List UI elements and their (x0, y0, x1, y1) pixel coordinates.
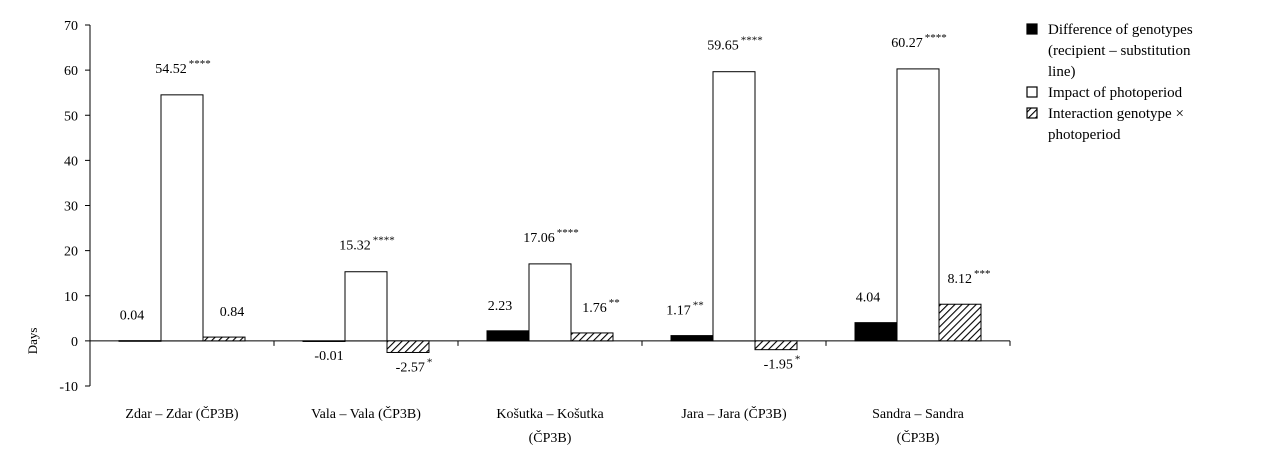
bar-series-1 (854, 322, 898, 342)
bars (118, 68, 982, 353)
x-category-label: Košutka – Košutka (496, 407, 604, 422)
x-category-label: Jara – Jara (ČP3B) (681, 405, 787, 422)
significance-mark: **** (373, 235, 395, 247)
bar-series-2 (344, 271, 388, 342)
data-label: 1.76 ** (582, 297, 620, 316)
data-label: 59.65 **** (707, 35, 763, 54)
data-label: 0.84 (220, 305, 245, 320)
x-category-label: Vala – Vala (ČP3B) (311, 405, 421, 422)
significance-mark: ** (693, 300, 704, 312)
data-label: 60.27 **** (891, 32, 947, 51)
bar-series-2 (160, 94, 204, 342)
legend-label: line) (1048, 64, 1076, 80)
bar-series-3 (754, 340, 798, 351)
y-tick-label: 30 (64, 200, 78, 215)
bar-series-3 (570, 332, 614, 342)
legend-label: Impact of photoperiod (1048, 85, 1183, 101)
x-category-label: Sandra – Sandra (872, 407, 965, 422)
y-tick-label: 10 (64, 290, 78, 305)
legend-label: (recipient – substitution (1048, 43, 1191, 59)
bar-series-1 (670, 335, 714, 342)
y-tick-label: 20 (64, 245, 78, 260)
y-tick-label: 40 (64, 154, 78, 169)
data-label: 15.32 **** (339, 235, 395, 254)
y-tick-label: 60 (64, 64, 78, 79)
y-tick-label: 0 (71, 335, 78, 350)
significance-mark: **** (557, 227, 579, 239)
bar-series-3 (938, 303, 982, 342)
x-category-label: (ČP3B) (529, 429, 572, 446)
data-label: 0.04 (120, 309, 145, 324)
significance-mark: ** (609, 297, 620, 309)
data-label: -0.01 (314, 349, 343, 364)
data-label: 1.17 ** (666, 300, 704, 319)
significance-mark: * (427, 356, 433, 368)
x-category-label: (ČP3B) (897, 429, 940, 446)
y-tick-label: -10 (59, 380, 78, 395)
significance-mark: **** (925, 32, 947, 44)
data-label: 2.23 (488, 299, 513, 314)
significance-mark: **** (189, 58, 211, 70)
significance-mark: *** (974, 268, 991, 280)
bar-series-3 (202, 336, 246, 342)
bar-series-1 (486, 330, 530, 342)
bar-series-2 (712, 71, 756, 342)
legend-label: Interaction genotype × (1048, 106, 1184, 122)
bar-series-3 (386, 340, 430, 353)
legend-label: photoperiod (1048, 127, 1121, 143)
y-axis-title: Days (25, 328, 40, 355)
data-label: 8.12 *** (948, 268, 991, 287)
y-tick-label: 70 (64, 19, 78, 34)
data-label: 54.52 **** (155, 58, 211, 77)
legend-swatch-1 (1026, 23, 1038, 35)
data-label: 17.06 **** (523, 227, 579, 246)
legend-label: Difference of genotypes (1048, 22, 1193, 38)
y-tick-label: 50 (64, 109, 78, 124)
significance-mark: * (795, 354, 801, 366)
bar-series-1 (118, 340, 162, 342)
data-label: -1.95 * (764, 354, 801, 373)
bar-series-2 (528, 263, 572, 342)
bar-series-1 (302, 340, 346, 342)
legend-swatch-2 (1026, 86, 1038, 98)
data-label: -2.57 * (396, 356, 433, 375)
x-category-label: Zdar – Zdar (ČP3B) (125, 405, 238, 422)
legend-swatch-3 (1026, 107, 1038, 119)
significance-mark: **** (741, 35, 763, 47)
legend: Difference of genotypes (recipient – subs… (1026, 22, 1193, 143)
bar-series-2 (896, 68, 940, 342)
data-label: 4.04 (856, 291, 881, 306)
